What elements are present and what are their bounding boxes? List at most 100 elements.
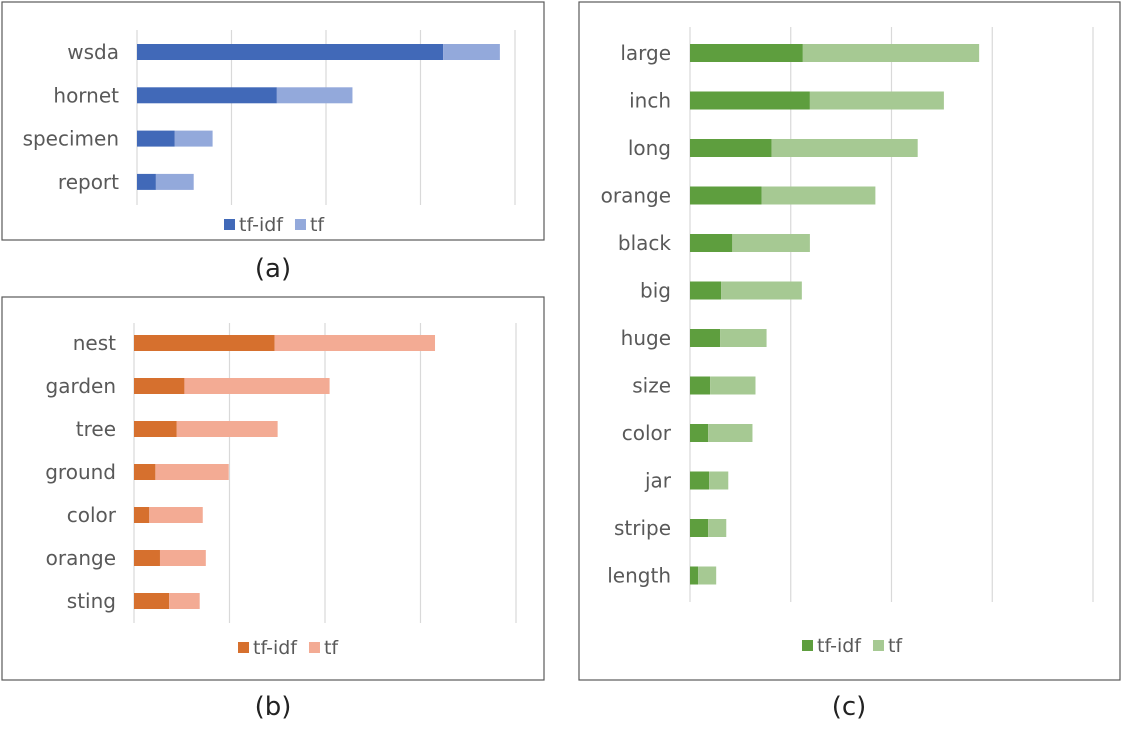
panel-b-label-orange: orange xyxy=(46,546,116,570)
panel-a-legend: tf-idf tf xyxy=(224,214,325,236)
panel-c-bar-large-tf xyxy=(802,44,980,62)
panel-c-label-length: length xyxy=(607,564,671,588)
panel-a-label-report: report xyxy=(58,170,119,194)
panel-c-bar-orange-tfidf xyxy=(690,186,762,205)
panel-c-bar-stripe-tf xyxy=(708,519,727,537)
panel-c-bar-length-tf xyxy=(698,566,717,585)
panel-c-label-big: big xyxy=(640,279,671,303)
panel-b-frame xyxy=(1,296,545,681)
panel-b-label-nest: nest xyxy=(73,331,116,355)
panel-b-legend-label-tf: tf xyxy=(324,637,339,659)
panel-b-category-labels: nest garden tree ground color orange sting xyxy=(45,331,117,613)
panel-a-label-wsda: wsda xyxy=(67,40,119,64)
panel-b-label-garden: garden xyxy=(46,374,117,398)
panel-a-bar-wsda-tf xyxy=(443,44,500,60)
panel-c-label-black: black xyxy=(618,231,672,255)
panel-c-bar-size-tfidf xyxy=(690,376,711,395)
panel-b-legend-swatch-tf xyxy=(308,642,320,653)
panel-b: nest garden tree ground color orange sting tf-… xyxy=(1,296,545,722)
panel-b-bar-garden-tfidf xyxy=(134,378,185,394)
panel-c-bar-huge-tf xyxy=(720,329,767,347)
panel-a-category-labels: wsda hornet specimen report xyxy=(23,40,120,194)
panel-b-bar-sting-tfidf xyxy=(134,593,170,609)
panel-c-bar-jar-tf xyxy=(709,471,729,490)
panel-b-legend-label-tfidf: tf-idf xyxy=(253,637,298,659)
panel-b-bar-ground-tfidf xyxy=(134,464,156,480)
panel-c-bar-long-tfidf xyxy=(690,139,772,157)
panel-c-frame xyxy=(578,1,1121,681)
panel-a-caption: (a) xyxy=(255,254,291,284)
panel-b-bar-ground-tf xyxy=(155,464,229,480)
panel-c-bar-stripe-tfidf xyxy=(690,519,709,537)
panel-a-bar-hornet-tfidf xyxy=(137,87,277,104)
panel-c-category-labels: large inch long orange black big huge size color… xyxy=(601,41,672,588)
panel-b-bar-color-tf xyxy=(149,507,203,523)
panel-c-bar-big-tfidf xyxy=(690,281,722,300)
panel-a-legend-label-tf: tf xyxy=(310,214,325,236)
panel-c-bar-black-tfidf xyxy=(690,234,733,252)
panel-c-bar-color-tfidf xyxy=(690,424,709,442)
panel-b-bar-orange-tfidf xyxy=(134,550,160,566)
panel-c-bar-black-tf xyxy=(732,234,810,252)
panel-c-label-orange: orange xyxy=(601,184,671,208)
panel-c-bars xyxy=(690,44,980,585)
panel-c-bar-big-tf xyxy=(721,281,802,300)
panel-b-bar-nest-tfidf xyxy=(134,335,275,351)
panel-a-legend-swatch-tf xyxy=(294,219,306,230)
panel-b-label-color: color xyxy=(67,503,117,527)
panel-c-bar-orange-tf xyxy=(761,186,876,205)
panel-c-bar-jar-tfidf xyxy=(690,471,710,490)
panel-c-legend-label-tfidf: tf-idf xyxy=(817,635,862,657)
panel-a-frame xyxy=(1,1,545,241)
panel-c-label-stripe: stripe xyxy=(614,516,671,540)
panel-c-bar-inch-tf xyxy=(809,91,944,110)
panel-b-gridlines xyxy=(133,323,517,623)
panel-c-label-size: size xyxy=(632,374,671,398)
panel-b-legend-swatch-tfidf xyxy=(238,642,249,653)
panel-b-caption: (b) xyxy=(255,692,292,722)
panel-a-label-hornet: hornet xyxy=(53,83,119,107)
panel-c-bar-color-tf xyxy=(708,424,753,442)
panel-a-bar-hornet-tf xyxy=(276,87,353,104)
panel-b-bar-garden-tf xyxy=(184,378,330,394)
panel-c-bar-length-tfidf xyxy=(690,566,699,585)
panel-a-legend-swatch-tfidf xyxy=(224,219,235,230)
panel-c-gridlines xyxy=(689,27,1094,602)
panel-b-label-sting: sting xyxy=(67,589,116,613)
panel-a-bar-specimen-tfidf xyxy=(137,130,175,147)
panel-c-label-color: color xyxy=(622,421,672,445)
panel-a-bars xyxy=(137,44,500,190)
panel-b-bar-sting-tf xyxy=(169,593,200,609)
panel-c-legend: tf-idf tf xyxy=(802,635,903,657)
panel-c-bar-size-tf xyxy=(710,376,756,395)
panel-b-label-ground: ground xyxy=(45,460,116,484)
panel-a-bar-wsda-tfidf xyxy=(137,44,444,60)
panel-a-label-specimen: specimen xyxy=(23,127,119,151)
panel-c-bar-huge-tfidf xyxy=(690,329,721,347)
panel-c-label-huge: huge xyxy=(621,326,671,350)
panel-c-legend-swatch-tfidf xyxy=(802,640,813,651)
panel-c-label-long: long xyxy=(628,136,671,160)
panel-a-bar-report-tf xyxy=(155,173,194,190)
panel-c-caption: (c) xyxy=(832,692,867,722)
panel-c-legend-label-tf: tf xyxy=(888,635,903,657)
panel-b-label-tree: tree xyxy=(76,417,116,441)
panel-b-legend: tf-idf tf xyxy=(238,637,339,659)
panel-b-bar-tree-tf xyxy=(176,421,278,437)
panel-a-bar-specimen-tf xyxy=(174,130,213,147)
panel-c-bar-inch-tfidf xyxy=(690,91,810,110)
panel-c-bar-large-tfidf xyxy=(690,44,803,62)
panel-b-bar-tree-tfidf xyxy=(134,421,177,437)
panel-a-bar-report-tfidf xyxy=(137,173,156,190)
panel-c-label-inch: inch xyxy=(629,89,671,113)
panel-c-label-jar: jar xyxy=(644,469,672,493)
panel-c-label-large: large xyxy=(620,41,671,65)
panel-b-bars xyxy=(134,335,436,609)
panel-c-bar-long-tf xyxy=(771,139,918,157)
panel-b-bar-orange-tf xyxy=(159,550,206,566)
panel-c: large inch long orange black big huge size color… xyxy=(578,1,1121,722)
panel-a-legend-label-tfidf: tf-idf xyxy=(239,214,284,236)
panel-b-bar-color-tfidf xyxy=(134,507,150,523)
panel-b-bar-nest-tf xyxy=(274,335,436,351)
